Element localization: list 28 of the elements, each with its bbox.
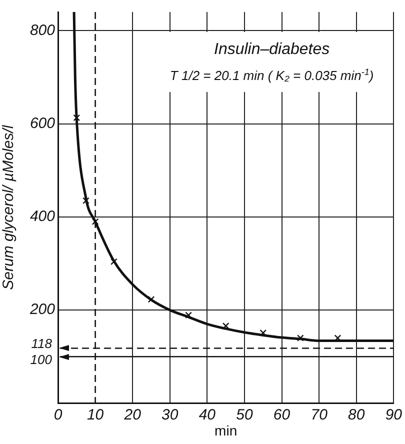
ref-line-label: 118 — [31, 336, 53, 351]
x-tick-label: 10 — [86, 406, 104, 424]
x-tick-label: 70 — [310, 406, 328, 424]
x-tick-label: 60 — [273, 406, 291, 424]
point — [185, 312, 192, 319]
x-tick-label: 80 — [348, 406, 366, 424]
x-tick-label: 20 — [123, 406, 142, 424]
x-tick-label: 50 — [236, 406, 254, 424]
point — [110, 258, 118, 266]
y-tick-label: 200 — [28, 301, 56, 318]
y-tick-label: 400 — [30, 208, 56, 226]
y-tick-label: 800 — [30, 22, 56, 39]
point — [82, 197, 90, 204]
ref-line-label: 100 — [30, 352, 53, 368]
point — [148, 296, 155, 303]
x-tick-label: 40 — [198, 406, 216, 424]
x-axis-title: min — [214, 422, 238, 438]
point — [222, 322, 230, 330]
point — [296, 334, 304, 342]
annotation: Insulin–diabetes — [214, 41, 330, 58]
x-tick-label: 0 — [54, 406, 63, 424]
point — [73, 114, 80, 122]
point — [92, 218, 99, 225]
y-axis-title: Serum glycerol/ µMoles/l — [0, 124, 18, 290]
y-tick-label: 600 — [30, 114, 56, 132]
x-tick-label: 90 — [385, 406, 403, 424]
point — [260, 329, 267, 336]
x-tick-label: 30 — [162, 406, 179, 424]
